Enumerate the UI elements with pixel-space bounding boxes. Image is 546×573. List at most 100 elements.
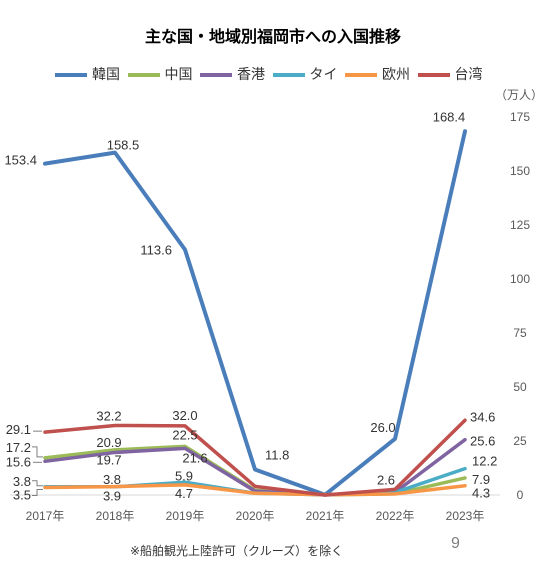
legend-swatch-taiwan xyxy=(417,73,450,77)
data-point-europe-2 xyxy=(183,483,187,487)
data-label-korea-2: 113.6 xyxy=(140,243,172,258)
x-tick-label: 2021年 xyxy=(306,509,345,523)
data-label-korea-3: 11.8 xyxy=(265,448,289,463)
data-point-taiwan-1 xyxy=(113,423,117,427)
legend-label-china: 中国 xyxy=(164,67,193,83)
x-tick-label: 2017年 xyxy=(26,509,65,523)
legend-label-hong-kong: 香港 xyxy=(237,67,265,83)
legend-item-china: 中国 xyxy=(127,66,193,84)
page-number: 9 xyxy=(451,535,460,552)
y-tick-label: 100 xyxy=(510,272,530,286)
footnote: ※船舶観光上陸許可（クルーズ）を除く xyxy=(130,544,344,558)
data-point-europe-6 xyxy=(463,484,467,488)
y-tick-label: 175 xyxy=(510,110,530,124)
data-label-hong-kong-1: 19.7 xyxy=(96,452,121,467)
data-point-taiwan-5 xyxy=(393,487,397,491)
data-point-hong-kong-6 xyxy=(463,438,467,442)
data-labels: 153.4 158.5 113.6 11.8 26.0 168.4 17.2 20.9 22.5… xyxy=(4,109,497,503)
data-label-korea-0: 153.4 xyxy=(4,153,37,168)
legend-item-korea: 韓国 xyxy=(55,66,120,84)
data-label-europe-6: 4.3 xyxy=(472,486,490,501)
data-label-korea-5: 26.0 xyxy=(370,420,395,435)
x-axis-tick-labels: 2017年 2018年 2019年 2020年 2021年 2022年 2023年 xyxy=(26,509,485,523)
data-point-china-1 xyxy=(113,448,117,452)
data-point-thailand-2 xyxy=(183,480,187,484)
legend: 韓国 中国 香港 タイ 欧州 台湾 xyxy=(55,66,490,84)
data-point-hong-kong-1 xyxy=(113,450,117,454)
data-label-korea-6: 168.4 xyxy=(433,109,466,124)
legend-label-thailand: タイ xyxy=(309,67,338,83)
data-label-hong-kong-2: 21.6 xyxy=(182,450,207,465)
data-label-taiwan-1: 32.2 xyxy=(96,408,121,423)
data-point-taiwan-0 xyxy=(43,430,47,434)
data-point-taiwan-4 xyxy=(323,493,327,497)
legend-item-hong-kong: 香港 xyxy=(200,66,265,84)
data-label-taiwan-2: 32.0 xyxy=(172,408,197,423)
data-point-hong-kong-2 xyxy=(183,446,187,450)
data-label-china-1: 20.9 xyxy=(96,435,121,450)
data-point-korea-1 xyxy=(113,151,117,155)
legend-item-europe: 欧州 xyxy=(345,66,410,84)
legend-label-taiwan: 台湾 xyxy=(454,67,483,83)
chart-title: 主な国・地域別福岡市への入国推移 xyxy=(144,27,401,46)
data-point-thailand-6 xyxy=(463,467,467,471)
data-point-europe-1 xyxy=(113,485,117,489)
data-label-china-0: 17.2 xyxy=(6,440,31,455)
y-tick-label: 150 xyxy=(510,164,530,178)
leader-line-china-0 xyxy=(32,446,43,458)
leader-line-europe-0 xyxy=(32,488,43,496)
data-label-taiwan-0: 29.1 xyxy=(6,422,31,437)
legend-swatch-china xyxy=(127,73,160,77)
legend-label-korea: 韓国 xyxy=(92,67,120,83)
data-label-thailand-6: 12.2 xyxy=(472,454,497,469)
data-point-taiwan-3 xyxy=(253,484,257,488)
y-tick-label: 0 xyxy=(517,488,524,502)
y-tick-label: 25 xyxy=(513,434,527,448)
data-point-europe-5 xyxy=(393,492,397,496)
data-label-taiwan-5: 2.6 xyxy=(377,472,395,487)
data-label-europe-1: 3.9 xyxy=(103,489,121,504)
legend-item-taiwan: 台湾 xyxy=(417,66,483,84)
data-point-korea-6 xyxy=(463,129,467,133)
data-point-china-6 xyxy=(463,476,467,480)
data-label-thailand-2: 5.9 xyxy=(175,468,193,483)
legend-label-europe: 欧州 xyxy=(382,67,410,83)
data-point-taiwan-2 xyxy=(183,424,187,428)
data-label-thailand-1: 3.8 xyxy=(103,472,121,487)
y-axis-tick-labels: 0 25 50 75 100 125 150 175 xyxy=(510,110,530,502)
data-label-europe-0: 3.5 xyxy=(13,487,31,502)
data-point-korea-3 xyxy=(253,468,257,472)
data-label-china-6: 7.9 xyxy=(472,472,490,487)
data-label-korea-1: 158.5 xyxy=(107,138,140,153)
data-point-korea-2 xyxy=(183,248,187,252)
data-point-korea-5 xyxy=(393,437,397,441)
data-label-hong-kong-0: 15.6 xyxy=(6,454,31,469)
legend-swatch-hong-kong xyxy=(200,73,232,77)
data-label-china-2: 22.5 xyxy=(172,427,197,442)
x-tick-label: 2020年 xyxy=(236,509,275,523)
data-point-korea-0 xyxy=(43,162,47,166)
legend-swatch-korea xyxy=(55,73,87,77)
data-point-china-0 xyxy=(43,456,47,460)
data-point-taiwan-6 xyxy=(463,418,467,422)
x-tick-label: 2019年 xyxy=(166,509,205,523)
data-label-hong-kong-6: 25.6 xyxy=(470,434,495,449)
y-tick-label: 75 xyxy=(513,326,527,340)
series-taiwan xyxy=(43,418,467,497)
data-point-hong-kong-0 xyxy=(43,459,47,463)
y-tick-label: 50 xyxy=(513,380,527,394)
data-label-taiwan-6: 34.6 xyxy=(470,409,495,424)
y-axis-unit-label: （万人） xyxy=(495,88,543,102)
data-point-europe-3 xyxy=(253,491,257,495)
x-tick-label: 2022年 xyxy=(376,509,415,523)
data-label-thailand-0: 3.8 xyxy=(13,474,31,489)
data-point-europe-0 xyxy=(43,485,47,489)
y-tick-label: 125 xyxy=(510,218,530,232)
data-label-europe-2: 4.7 xyxy=(175,486,193,501)
leader-line-thailand-0 xyxy=(32,480,43,487)
x-tick-label: 2023年 xyxy=(446,509,485,523)
legend-swatch-thailand xyxy=(272,73,305,77)
legend-item-thailand: タイ xyxy=(272,66,338,84)
